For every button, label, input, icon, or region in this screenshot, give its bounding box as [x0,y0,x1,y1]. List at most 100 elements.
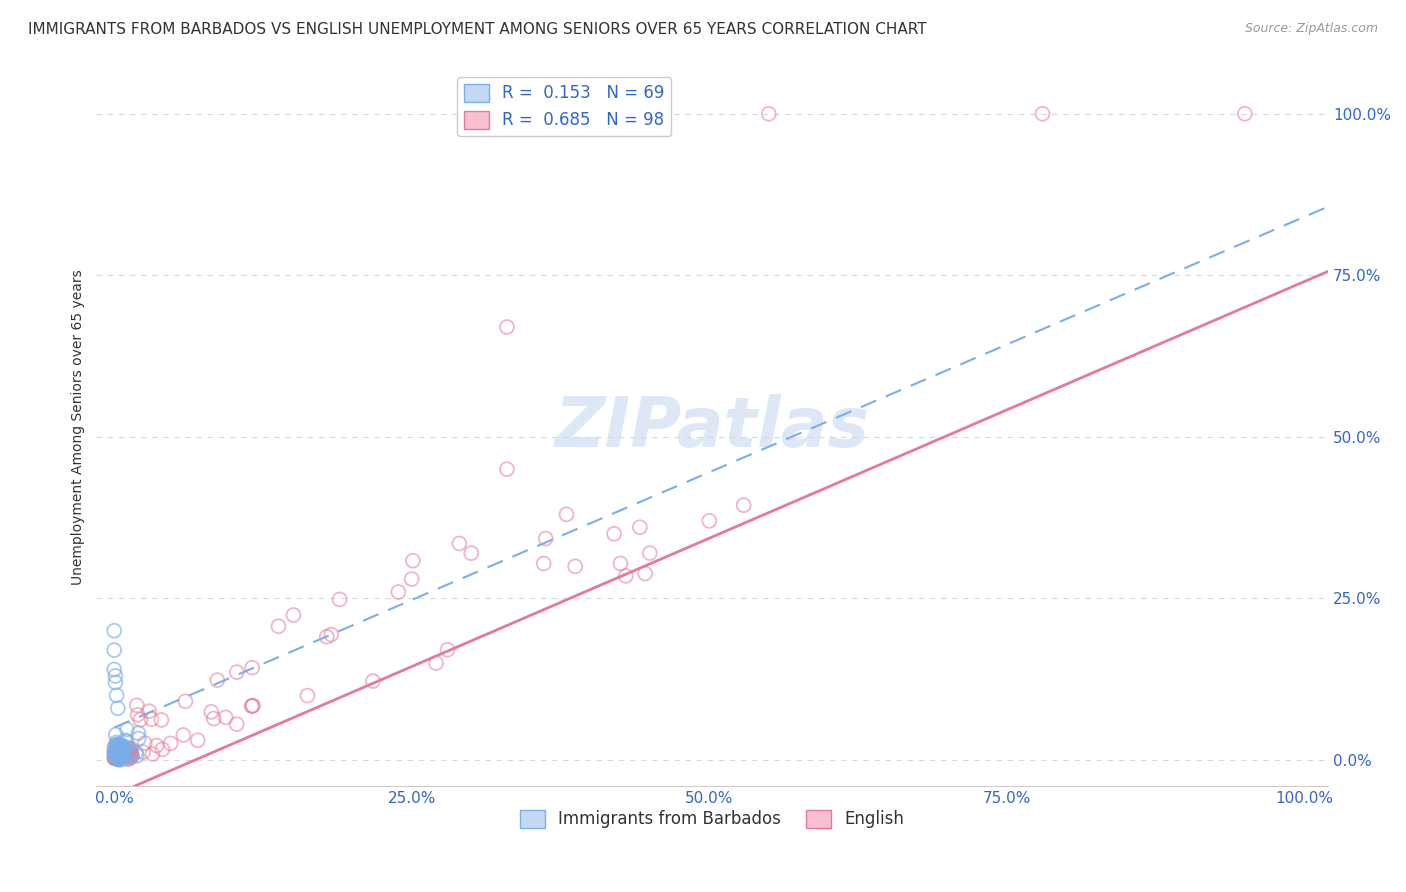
Point [141,747,163,761]
Point [215,710,238,724]
Point [125,748,148,763]
Point [105,747,128,762]
Point [107,738,129,752]
Point [108,751,131,765]
Point [634,566,657,581]
Text: ZIPatlas: ZIPatlas [555,393,870,460]
Point [111,749,134,764]
Point [105,750,128,764]
Point [107,748,129,763]
Point [107,748,129,763]
Point [105,743,128,757]
Point [129,713,152,727]
Point [118,741,141,756]
Point [117,747,139,762]
Point [104,747,127,762]
Point [107,752,129,766]
Point [242,698,264,713]
Point [107,701,129,715]
Point [120,741,142,756]
Point [1233,107,1256,121]
Point [107,742,129,756]
Point [111,741,134,756]
Point [110,747,132,762]
Point [603,526,626,541]
Point [114,743,136,757]
Point [240,699,263,714]
Point [174,694,197,708]
Point [107,740,129,755]
Point [104,744,127,758]
Point [103,663,125,677]
Point [387,585,409,599]
Point [115,745,138,759]
Point [108,746,131,760]
Text: IMMIGRANTS FROM BARBADOS VS ENGLISH UNEMPLOYMENT AMONG SENIORS OVER 65 YEARS COR: IMMIGRANTS FROM BARBADOS VS ENGLISH UNEM… [28,22,927,37]
Point [117,741,139,756]
Point [121,747,143,761]
Point [112,748,135,763]
Point [297,689,319,703]
Point [105,744,128,758]
Point [628,520,651,534]
Point [105,737,128,751]
Point [115,734,138,748]
Point [200,705,222,719]
Point [103,751,125,765]
Point [111,750,134,764]
Point [110,746,132,760]
Point [112,751,135,765]
Point [118,752,141,766]
Point [118,747,141,761]
Point [697,514,720,528]
Point [125,698,148,713]
Point [104,675,127,690]
Point [436,642,458,657]
Point [108,753,131,767]
Point [138,704,160,718]
Point [108,746,131,760]
Point [107,752,129,766]
Point [110,738,132,752]
Point [638,546,661,560]
Point [108,746,131,760]
Point [564,559,586,574]
Point [110,752,132,766]
Point [315,630,337,644]
Point [103,750,125,764]
Point [108,750,131,764]
Point [110,745,132,759]
Point [110,747,132,762]
Point [733,498,755,512]
Point [103,745,125,759]
Point [104,746,127,760]
Point [1031,107,1053,121]
Point [104,751,127,765]
Point [103,624,125,638]
Point [150,713,173,727]
Point [108,742,131,756]
Point [125,746,148,760]
Point [321,627,343,641]
Point [614,569,637,583]
Point [127,726,149,740]
Point [104,741,127,756]
Point [104,751,127,765]
Point [112,746,135,760]
Point [115,723,138,737]
Point [110,746,132,760]
Point [533,557,555,571]
Point [108,739,131,754]
Point [609,557,631,571]
Point [105,735,128,749]
Point [107,740,129,755]
Point [120,746,142,760]
Point [103,740,125,755]
Point [159,736,181,750]
Point [207,673,229,687]
Point [104,728,127,742]
Point [187,733,209,747]
Point [110,744,132,758]
Point [115,741,138,756]
Point [202,712,225,726]
